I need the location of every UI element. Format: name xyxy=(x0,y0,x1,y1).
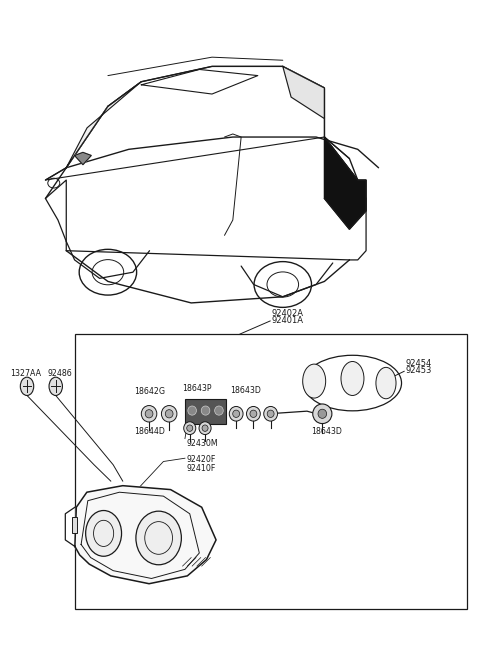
Ellipse shape xyxy=(267,410,274,417)
Ellipse shape xyxy=(341,362,364,396)
Ellipse shape xyxy=(250,410,257,417)
Ellipse shape xyxy=(201,406,210,415)
Ellipse shape xyxy=(161,405,177,422)
Text: 92453: 92453 xyxy=(405,366,432,375)
Ellipse shape xyxy=(202,425,208,432)
Text: 18643D: 18643D xyxy=(230,386,261,396)
Text: 18642G: 18642G xyxy=(134,387,165,396)
Text: 92420F: 92420F xyxy=(186,455,216,464)
Ellipse shape xyxy=(264,407,277,421)
Ellipse shape xyxy=(199,422,211,434)
Ellipse shape xyxy=(318,409,326,419)
Polygon shape xyxy=(75,485,216,584)
Ellipse shape xyxy=(376,367,396,399)
Text: 92402A: 92402A xyxy=(271,309,303,318)
Text: 92430M: 92430M xyxy=(186,439,218,447)
Ellipse shape xyxy=(136,511,181,565)
Circle shape xyxy=(20,377,34,396)
Text: 92486: 92486 xyxy=(48,369,72,379)
Polygon shape xyxy=(66,82,141,168)
Ellipse shape xyxy=(303,364,325,398)
Ellipse shape xyxy=(165,409,173,418)
Ellipse shape xyxy=(233,410,240,417)
Ellipse shape xyxy=(141,405,157,422)
Ellipse shape xyxy=(313,404,332,424)
Ellipse shape xyxy=(215,406,223,415)
Text: 18643P: 18643P xyxy=(182,384,212,393)
Ellipse shape xyxy=(247,407,260,421)
Polygon shape xyxy=(74,153,91,164)
Ellipse shape xyxy=(184,422,196,434)
Circle shape xyxy=(49,377,62,396)
Bar xyxy=(75,334,468,608)
Polygon shape xyxy=(324,137,366,229)
Bar xyxy=(185,400,226,424)
Bar xyxy=(72,517,77,533)
Text: 1327AA: 1327AA xyxy=(10,369,41,379)
Ellipse shape xyxy=(145,409,153,418)
Text: 18643D: 18643D xyxy=(311,427,342,436)
Ellipse shape xyxy=(188,406,196,415)
Ellipse shape xyxy=(85,510,121,556)
Text: 92410F: 92410F xyxy=(186,464,216,473)
Text: 92401A: 92401A xyxy=(271,316,303,325)
Polygon shape xyxy=(283,66,324,119)
Ellipse shape xyxy=(229,407,243,421)
Text: 92454: 92454 xyxy=(405,359,432,368)
Ellipse shape xyxy=(187,425,193,432)
Text: 18644D: 18644D xyxy=(134,427,165,436)
